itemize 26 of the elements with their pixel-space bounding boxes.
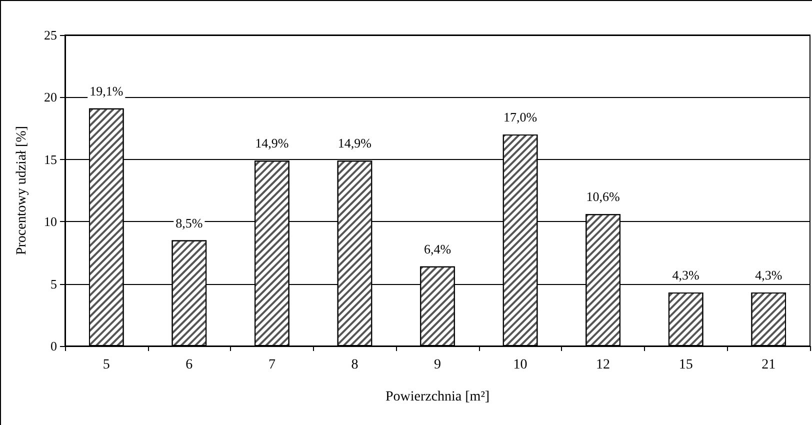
x-tick-label: 10 bbox=[513, 358, 528, 372]
y-tick-label: 20 bbox=[44, 90, 57, 105]
x-tick-label: 21 bbox=[762, 358, 776, 372]
x-tick-label: 6 bbox=[186, 358, 193, 372]
x-tick-label: 7 bbox=[268, 358, 276, 372]
data-label: 14,9% bbox=[338, 136, 372, 151]
x-tick-label: 9 bbox=[434, 358, 441, 372]
y-tick-label: 5 bbox=[50, 276, 57, 292]
data-label: 19,1% bbox=[90, 83, 124, 98]
x-tick-label: 15 bbox=[678, 358, 693, 372]
x-axis-title: Powierzchnia [m²] bbox=[385, 390, 490, 404]
y-axis-title: Procentowy udział [%] bbox=[14, 126, 30, 256]
data-label: 4,3% bbox=[755, 268, 782, 283]
y-tick-label: 0 bbox=[50, 338, 57, 354]
data-label: 6,4% bbox=[424, 241, 452, 256]
data-label: 4,3% bbox=[672, 268, 700, 283]
x-tick-label: 8 bbox=[351, 358, 358, 372]
x-tick-label: 5 bbox=[102, 358, 110, 372]
data-label: 8,5% bbox=[176, 215, 203, 230]
data-label: 10,6% bbox=[586, 189, 620, 204]
y-tick-label: 10 bbox=[44, 214, 57, 230]
data-label: 14,9% bbox=[255, 136, 289, 151]
x-tick-label: 12 bbox=[596, 358, 610, 372]
y-tick-label: 15 bbox=[44, 152, 57, 167]
y-tick-label: 25 bbox=[44, 28, 57, 42]
data-label: 17,0% bbox=[503, 110, 538, 125]
